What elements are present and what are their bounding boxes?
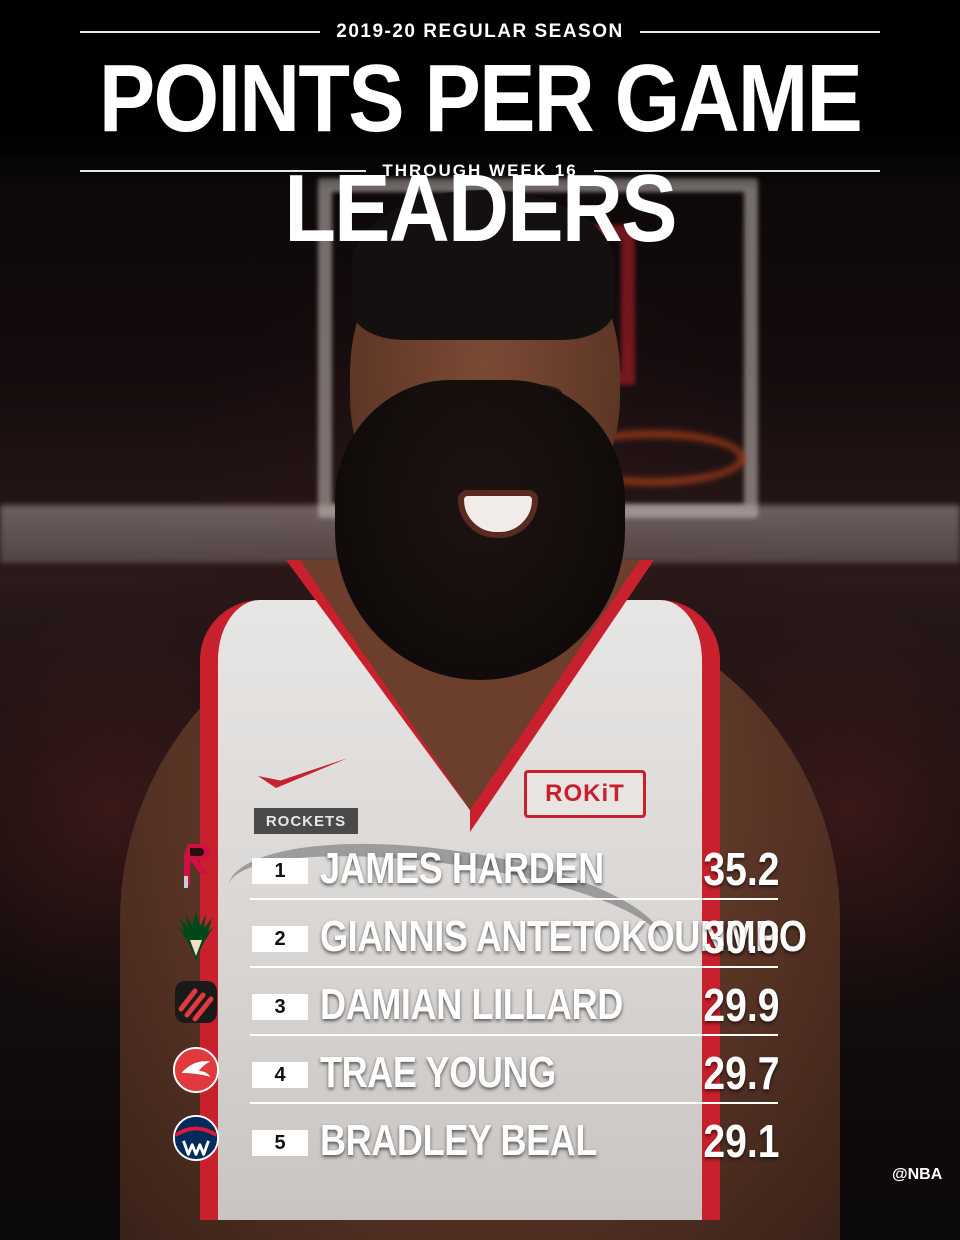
week-row: THROUGH WEEK 16 <box>80 157 881 185</box>
blazers-logo-icon <box>172 978 220 1026</box>
points-per-game: 30.0 <box>703 911 780 963</box>
row-divider <box>250 1034 778 1036</box>
player-name: JAMES HARDEN <box>320 844 604 893</box>
player-name: BRADLEY BEAL <box>320 1116 598 1165</box>
player-hair <box>352 190 614 340</box>
player-name: DAMIAN LILLARD <box>320 980 623 1029</box>
player-name: GIANNIS ANTETOKOUNMPO <box>320 912 807 961</box>
leader-row: 3 DAMIAN LILLARD 29.9 <box>160 972 780 1034</box>
jersey-sponsor-patch: ROKiT <box>524 770 646 818</box>
leader-row: 2 GIANNIS ANTETOKOUNMPO 30.0 <box>160 904 807 966</box>
header: 2019-20 REGULAR SEASON POINTS PER GAME L… <box>0 0 960 262</box>
page-title: POINTS PER GAME LEADERS <box>98 45 863 262</box>
header-rule-right <box>639 31 880 33</box>
rank-badge: 1 <box>252 858 308 884</box>
nba-handle-watermark: @NBA <box>892 1166 943 1183</box>
rank-badge: 2 <box>252 926 308 952</box>
season-row: 2019-20 REGULAR SEASON <box>80 18 880 46</box>
row-divider <box>250 1102 778 1104</box>
rank-badge: 5 <box>252 1130 308 1156</box>
subtitle-rule-left <box>80 170 367 172</box>
points-per-game: 35.2 <box>703 843 780 895</box>
subtitle: THROUGH WEEK 16 <box>382 161 578 180</box>
header-rule-left <box>80 31 321 33</box>
rank-badge: 3 <box>252 994 308 1020</box>
subtitle-rule-right <box>593 170 881 172</box>
jersey-team-tag: ROCKETS <box>254 808 358 834</box>
bucks-logo-icon <box>172 910 220 960</box>
points-per-game: 29.7 <box>703 1047 780 1099</box>
hawks-logo-icon <box>172 1046 220 1094</box>
leader-row: 5 BRADLEY BEAL 29.1 <box>160 1108 780 1170</box>
points-per-game: 29.1 <box>703 1115 780 1167</box>
points-per-game: 29.9 <box>703 979 780 1031</box>
wizards-logo-icon <box>172 1114 220 1162</box>
rank-badge: 4 <box>252 1062 308 1088</box>
season-label: 2019-20 REGULAR SEASON <box>336 21 624 42</box>
row-divider <box>250 966 778 968</box>
leaderboard: 1 JAMES HARDEN 35.2 2 GIANNIS ANTETOKOUN… <box>160 836 807 1170</box>
leader-row: 1 JAMES HARDEN 35.2 <box>160 836 780 898</box>
player-name: TRAE YOUNG <box>320 1048 556 1097</box>
row-divider <box>250 898 778 900</box>
player-photo: ROKiT ROCKETS <box>120 190 840 1240</box>
leader-row: 4 TRAE YOUNG 29.7 <box>160 1040 780 1102</box>
rockets-logo-icon <box>172 842 220 890</box>
